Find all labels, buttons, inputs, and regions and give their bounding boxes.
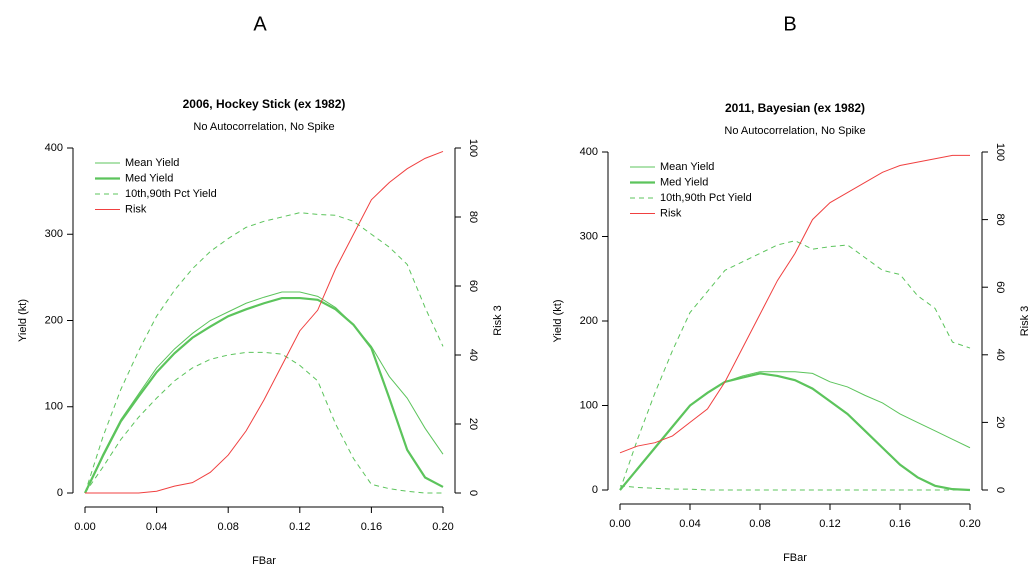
legend-label: 10th,90th Pct Yield [125, 188, 217, 200]
x-tick-label: 0.04 [146, 521, 167, 533]
series-line [619, 485, 970, 491]
y2-tick-label: 0 [994, 487, 1006, 493]
y2-tick-label: 80 [994, 213, 1006, 225]
legend-label: Mean Yield [125, 157, 179, 169]
series-line [84, 291, 444, 494]
y-tick-label: 0 [592, 484, 598, 496]
x-tick-label: 0.12 [819, 518, 840, 530]
series-line [619, 372, 971, 492]
chart-subtitle: No Autocorrelation, No Spike [724, 125, 865, 137]
series-line [84, 296, 444, 494]
y-axis-label: Yield (kt) [17, 299, 29, 342]
y2-tick-label: 100 [994, 143, 1006, 161]
panel: A 2006, Hockey Stick (ex 1982) No Autocorr… [17, 13, 504, 567]
chart-title: 2011, Bayesian (ex 1982) [725, 101, 865, 115]
legend-label: Med Yield [125, 172, 173, 184]
x-tick-label: 0.00 [609, 518, 630, 530]
y2-axis-label: Risk 3 [492, 305, 504, 336]
series-line [619, 154, 970, 454]
y2-tick-label: 80 [467, 211, 479, 223]
y2-tick-label: 60 [994, 281, 1006, 293]
series-line [84, 351, 443, 494]
chart-title: 2006, Hockey Stick (ex 1982) [183, 97, 346, 111]
y-axis-label: Yield (kt) [552, 300, 564, 343]
series-line [85, 150, 444, 494]
y2-tick-label: 40 [467, 349, 479, 361]
legend-label: Risk [660, 207, 682, 219]
y-tick-label: 0 [57, 487, 63, 499]
legend-label: Mean Yield [660, 161, 714, 173]
y2-tick-label: 60 [467, 280, 479, 292]
y2-tick-label: 0 [467, 490, 479, 496]
y-tick-label: 100 [45, 401, 63, 413]
legend-label: 10th,90th Pct Yield [660, 192, 752, 204]
series-line [619, 240, 971, 491]
x-axis-label: FBar [783, 552, 807, 564]
y-tick-label: 300 [45, 228, 63, 240]
y2-tick-label: 20 [994, 416, 1006, 428]
x-tick-label: 0.16 [889, 518, 910, 530]
y-tick-label: 300 [580, 230, 598, 242]
y2-tick-label: 40 [994, 349, 1006, 361]
panel: B 2011, Bayesian (ex 1982) No Autocorrelat… [552, 13, 1030, 564]
legend-label: Risk [125, 203, 147, 215]
y-tick-label: 200 [45, 314, 63, 326]
legend-label: Med Yield [660, 176, 708, 188]
y2-tick-label: 20 [467, 418, 479, 430]
x-tick-label: 0.12 [289, 521, 310, 533]
y2-tick-label: 100 [467, 139, 479, 157]
x-tick-label: 0.20 [959, 518, 980, 530]
x-tick-label: 0.20 [432, 521, 453, 533]
y2-axis-label: Risk 3 [1019, 306, 1030, 337]
panel-label: A [253, 13, 267, 35]
y-tick-label: 100 [580, 399, 598, 411]
chart-subtitle: No Autocorrelation, No Spike [193, 121, 334, 133]
y-tick-label: 400 [45, 142, 63, 154]
x-tick-label: 0.08 [217, 521, 238, 533]
y-tick-label: 400 [580, 146, 598, 158]
x-tick-label: 0.04 [679, 518, 700, 530]
panel-label: B [783, 13, 796, 35]
series-line [619, 371, 971, 491]
x-tick-label: 0.16 [361, 521, 382, 533]
y-tick-label: 200 [580, 315, 598, 327]
x-tick-label: 0.08 [749, 518, 770, 530]
series-line [84, 212, 444, 494]
x-axis-label: FBar [252, 555, 276, 567]
x-tick-label: 0.00 [74, 521, 95, 533]
